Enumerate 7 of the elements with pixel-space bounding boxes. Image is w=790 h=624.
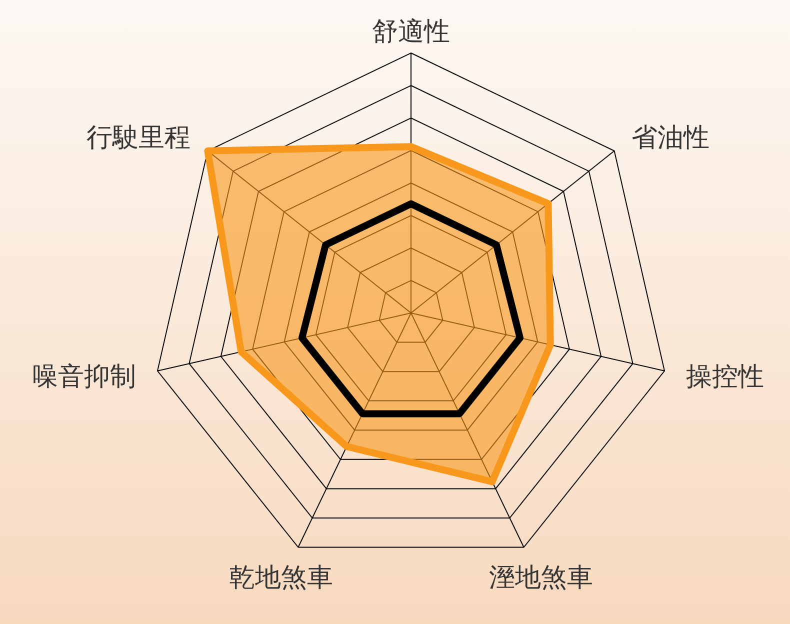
spoke-label: 操控性 — [686, 362, 764, 392]
spoke-label: 舒適性 — [372, 17, 450, 47]
spoke-label: 省油性 — [631, 123, 710, 154]
spoke-label: 溼地煞車 — [489, 563, 594, 594]
spoke-label: 乾地煞車 — [228, 563, 333, 594]
spoke-label: 噪音抑制 — [32, 362, 136, 392]
spoke-label: 行駛里程 — [86, 123, 191, 154]
